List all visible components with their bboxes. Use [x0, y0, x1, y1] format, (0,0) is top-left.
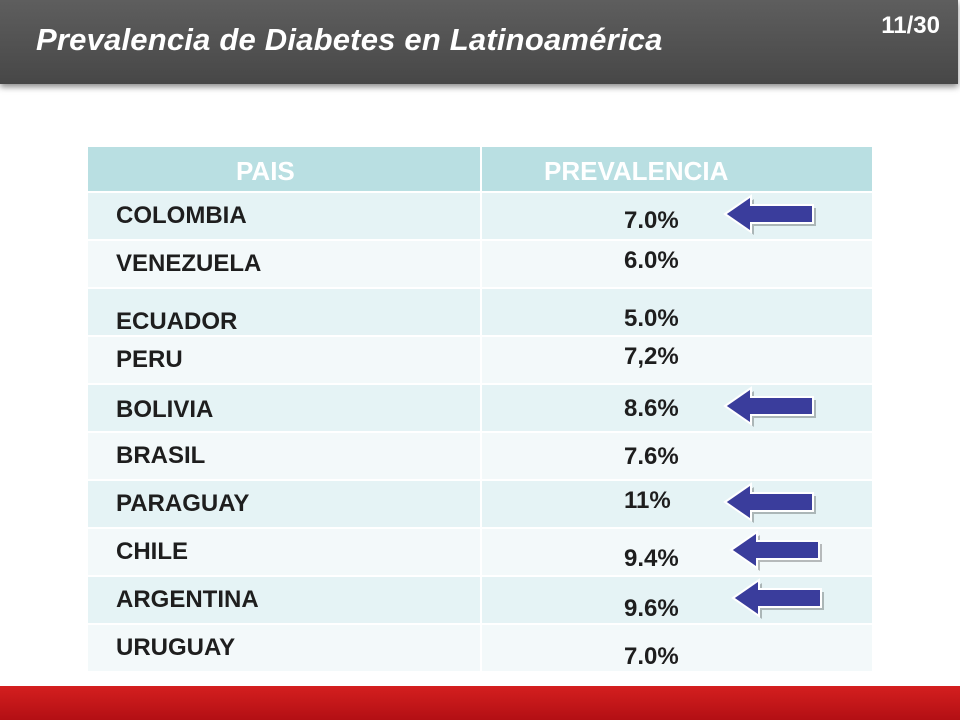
column-divider	[480, 147, 482, 191]
page-title: Prevalencia de Diabetes en Latinoamérica	[36, 22, 663, 57]
table-row: VENEZUELA 6.0%	[88, 241, 872, 289]
column-divider	[480, 529, 482, 575]
column-header-pais: PAIS	[236, 156, 295, 186]
prevalence-value: 7.0%	[624, 643, 679, 670]
column-divider	[480, 289, 482, 335]
prevalence-value: 7.6%	[624, 443, 679, 470]
prevalence-table: PAIS PREVALENCIA COLOMBIA 7.0% VENEZUELA 6.…	[88, 147, 872, 673]
page-number: 11/30	[881, 12, 940, 39]
prevalence-value: 8.6%	[624, 395, 679, 422]
prevalence-value: 11%	[624, 487, 671, 514]
country-name: COLOMBIA	[116, 202, 247, 229]
country-name: CHILE	[116, 538, 188, 565]
column-divider	[480, 433, 482, 479]
table-header-row: PAIS PREVALENCIA	[88, 147, 872, 193]
column-divider	[480, 337, 482, 383]
prevalence-value: 9.4%	[624, 545, 679, 572]
column-divider	[480, 193, 482, 239]
column-divider	[480, 577, 482, 623]
country-name: PARAGUAY	[116, 490, 250, 517]
left-arrow-icon	[723, 482, 816, 523]
table-row: ECUADOR 5.0%	[88, 289, 872, 337]
left-arrow-icon	[731, 578, 824, 619]
left-arrow-icon	[729, 530, 822, 571]
column-divider	[480, 385, 482, 431]
country-name: PERU	[116, 346, 183, 373]
country-name: BOLIVIA	[116, 396, 214, 423]
prevalence-value: 6.0%	[624, 247, 679, 274]
prevalence-value: 9.6%	[624, 595, 679, 622]
table-row: PERU 7,2%	[88, 337, 872, 385]
column-divider	[480, 625, 482, 671]
country-name: URUGUAY	[116, 634, 236, 661]
column-divider	[480, 481, 482, 527]
prevalence-value: 5.0%	[624, 305, 679, 332]
title-bar: Prevalencia de Diabetes en Latinoamérica…	[0, 0, 958, 84]
prevalence-value: 7,2%	[624, 343, 679, 370]
table-row: BRASIL 7.6%	[88, 433, 872, 481]
column-header-prevalencia: PREVALENCIA	[544, 156, 729, 186]
left-arrow-icon	[723, 194, 816, 235]
footer-bar	[0, 686, 960, 720]
prevalence-value: 7.0%	[624, 207, 679, 234]
country-name: BRASIL	[116, 442, 206, 469]
country-name: ECUADOR	[116, 308, 238, 335]
left-arrow-icon	[723, 386, 816, 427]
column-divider	[480, 241, 482, 287]
country-name: VENEZUELA	[116, 250, 262, 277]
country-name: ARGENTINA	[116, 586, 259, 613]
table-row: URUGUAY 7.0%	[88, 625, 872, 673]
